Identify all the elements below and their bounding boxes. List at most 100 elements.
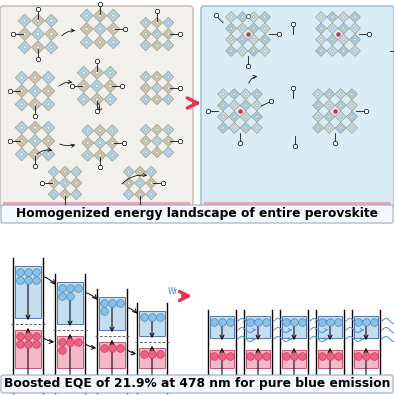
Polygon shape	[152, 40, 162, 51]
Polygon shape	[86, 129, 89, 132]
Polygon shape	[353, 27, 357, 30]
Polygon shape	[52, 193, 55, 196]
Polygon shape	[112, 40, 115, 44]
Polygon shape	[63, 193, 67, 196]
Polygon shape	[252, 38, 255, 41]
Polygon shape	[152, 17, 162, 28]
Polygon shape	[255, 126, 258, 129]
Polygon shape	[50, 46, 53, 49]
Polygon shape	[36, 32, 40, 36]
Polygon shape	[28, 84, 41, 97]
Polygon shape	[104, 80, 117, 93]
Polygon shape	[144, 32, 147, 36]
Polygon shape	[36, 46, 40, 49]
Polygon shape	[144, 21, 147, 24]
Polygon shape	[42, 135, 55, 147]
Polygon shape	[331, 15, 334, 19]
FancyBboxPatch shape	[210, 350, 234, 368]
Polygon shape	[98, 14, 102, 17]
Polygon shape	[320, 15, 323, 19]
Polygon shape	[335, 122, 346, 133]
Polygon shape	[259, 34, 270, 45]
Polygon shape	[77, 66, 90, 79]
Polygon shape	[104, 93, 117, 106]
Polygon shape	[32, 27, 45, 40]
Polygon shape	[316, 34, 327, 45]
Polygon shape	[95, 71, 99, 74]
Polygon shape	[339, 115, 342, 118]
FancyBboxPatch shape	[246, 350, 270, 368]
Polygon shape	[33, 89, 37, 93]
Polygon shape	[244, 115, 247, 118]
Text: Boosted EQE of 21.9% at 478 nm for pure blue emission: Boosted EQE of 21.9% at 478 nm for pure …	[4, 377, 390, 390]
Polygon shape	[106, 137, 118, 149]
Polygon shape	[52, 170, 55, 173]
Polygon shape	[75, 193, 78, 196]
Polygon shape	[251, 100, 262, 111]
Polygon shape	[217, 89, 229, 99]
Polygon shape	[327, 23, 338, 34]
FancyBboxPatch shape	[1, 375, 393, 393]
Polygon shape	[18, 14, 31, 27]
Polygon shape	[82, 97, 85, 101]
Polygon shape	[320, 50, 323, 52]
Polygon shape	[167, 139, 170, 143]
Polygon shape	[312, 89, 323, 99]
Polygon shape	[71, 166, 82, 177]
Polygon shape	[338, 11, 349, 23]
Polygon shape	[32, 41, 45, 54]
Polygon shape	[48, 189, 59, 200]
Polygon shape	[93, 36, 106, 49]
Polygon shape	[251, 89, 262, 99]
Polygon shape	[353, 15, 357, 19]
Polygon shape	[167, 86, 170, 89]
Polygon shape	[349, 34, 361, 45]
Polygon shape	[327, 34, 338, 45]
Polygon shape	[163, 29, 174, 40]
Polygon shape	[146, 189, 157, 200]
Polygon shape	[346, 89, 357, 99]
Polygon shape	[50, 32, 53, 36]
Polygon shape	[144, 151, 147, 154]
Polygon shape	[316, 104, 320, 107]
Polygon shape	[152, 29, 162, 40]
FancyBboxPatch shape	[282, 350, 306, 368]
FancyBboxPatch shape	[99, 342, 125, 368]
Polygon shape	[263, 38, 266, 41]
Polygon shape	[226, 46, 236, 56]
Polygon shape	[163, 94, 174, 105]
Polygon shape	[263, 50, 266, 52]
Polygon shape	[312, 122, 323, 133]
Polygon shape	[98, 40, 102, 44]
Polygon shape	[353, 38, 357, 41]
Polygon shape	[156, 139, 158, 143]
Polygon shape	[140, 82, 151, 93]
Polygon shape	[80, 23, 93, 36]
Polygon shape	[255, 104, 258, 107]
Polygon shape	[77, 93, 90, 106]
Polygon shape	[324, 100, 335, 111]
Polygon shape	[152, 82, 162, 93]
Polygon shape	[163, 82, 174, 93]
Polygon shape	[144, 128, 147, 131]
Polygon shape	[244, 93, 247, 95]
Polygon shape	[146, 177, 157, 188]
Text: Homogenized energy landscape of entire perovskite: Homogenized energy landscape of entire p…	[16, 208, 378, 221]
Polygon shape	[233, 93, 236, 95]
Polygon shape	[350, 115, 353, 118]
Polygon shape	[20, 89, 24, 93]
Polygon shape	[108, 97, 112, 101]
Polygon shape	[28, 148, 41, 161]
Polygon shape	[338, 34, 349, 45]
Polygon shape	[106, 149, 118, 161]
Polygon shape	[156, 86, 158, 89]
Polygon shape	[23, 46, 26, 49]
Polygon shape	[316, 23, 327, 34]
Polygon shape	[82, 84, 85, 88]
Polygon shape	[248, 23, 259, 34]
Polygon shape	[45, 41, 58, 54]
Polygon shape	[152, 147, 162, 158]
Polygon shape	[46, 139, 50, 143]
Polygon shape	[350, 93, 353, 95]
Polygon shape	[59, 166, 71, 177]
